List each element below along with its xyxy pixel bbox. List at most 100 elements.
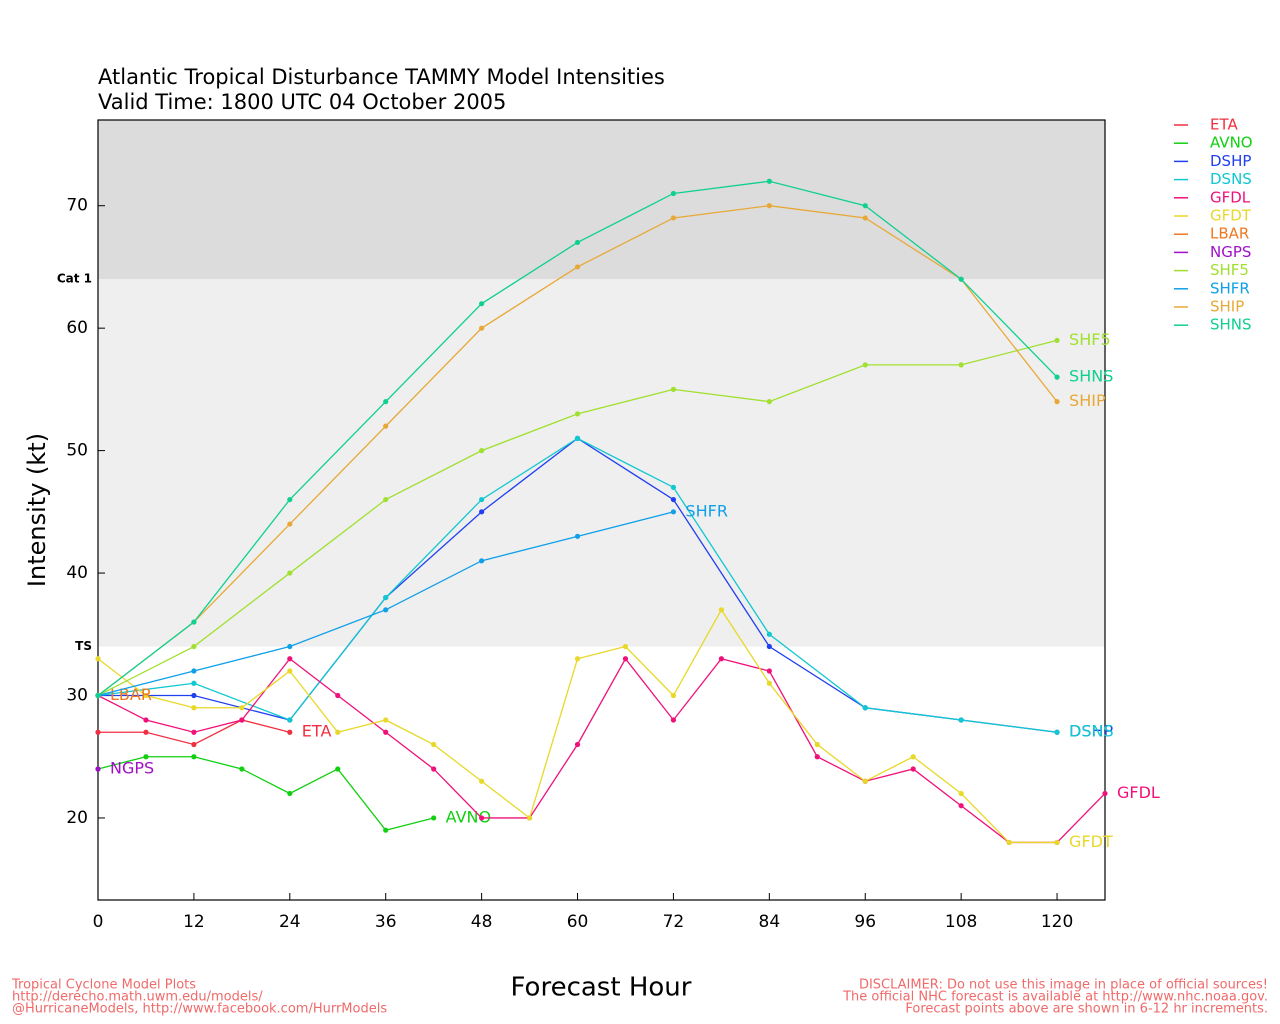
data-point — [287, 729, 293, 735]
data-point — [862, 362, 868, 368]
data-point — [479, 448, 485, 454]
chart-title: Atlantic Tropical Disturbance TAMMY Mode… — [98, 65, 665, 89]
data-point — [191, 729, 197, 735]
data-point — [862, 705, 868, 711]
data-point — [383, 399, 389, 405]
legend-label: DSNS — [1210, 170, 1252, 188]
data-point — [143, 754, 149, 760]
data-point — [239, 705, 245, 711]
series-end-label: NGPS — [110, 758, 154, 777]
band-label: Cat 1 — [57, 272, 92, 286]
data-point — [862, 203, 868, 209]
data-point — [383, 594, 389, 601]
data-point — [287, 521, 293, 527]
series-end-label: SHNS — [1069, 367, 1113, 386]
data-point — [766, 631, 772, 637]
data-point — [958, 362, 964, 368]
series-end-label: SHIP — [1069, 391, 1106, 410]
data-point — [1054, 399, 1060, 405]
data-point — [287, 668, 293, 674]
data-point — [622, 656, 629, 662]
data-point — [479, 815, 485, 821]
data-point — [766, 643, 772, 650]
data-point — [574, 411, 581, 417]
data-point — [431, 815, 437, 821]
plot-frame — [97, 119, 1106, 901]
data-point — [383, 607, 389, 613]
series-end-label: SHFR — [685, 501, 728, 520]
data-point — [958, 717, 964, 723]
data-point — [766, 680, 772, 686]
data-point — [766, 203, 772, 209]
data-point — [862, 215, 868, 221]
data-point — [335, 692, 341, 699]
data-point — [1054, 337, 1060, 344]
data-point — [766, 178, 772, 184]
series-end-label: DSHP — [1069, 722, 1114, 741]
data-point — [1054, 729, 1060, 735]
data-point — [670, 717, 677, 723]
x-tick-label: 48 — [471, 912, 493, 932]
series-end-label: AVNO — [446, 807, 491, 826]
data-point — [95, 729, 101, 735]
series-line — [97, 657, 1106, 844]
data-point — [958, 790, 964, 797]
data-point — [670, 509, 677, 515]
data-point — [191, 680, 197, 686]
data-point — [479, 301, 485, 307]
data-point — [574, 656, 581, 662]
data-point — [479, 496, 485, 503]
data-point — [431, 741, 437, 748]
data-point — [526, 815, 533, 821]
data-point — [95, 692, 101, 699]
y-tick-label: 50 — [66, 441, 88, 461]
data-point — [814, 754, 820, 760]
footer-disclaimer: The official NHC forecast is available a… — [842, 990, 1268, 1005]
data-point — [239, 766, 245, 772]
data-point — [191, 619, 197, 625]
data-point — [383, 496, 389, 503]
y-tick-label: 20 — [66, 808, 88, 828]
data-point — [670, 484, 677, 490]
legend-label: SHIP — [1210, 298, 1244, 316]
data-point — [479, 778, 485, 784]
x-tick-label: 120 — [1041, 912, 1073, 932]
x-tick-label: 72 — [663, 912, 685, 932]
data-point — [910, 754, 916, 760]
data-point — [95, 766, 101, 772]
x-tick-label: 0 — [93, 912, 104, 932]
data-point — [1054, 839, 1060, 846]
legend-label: SHF5 — [1210, 261, 1249, 279]
data-point — [191, 692, 197, 699]
data-point — [862, 778, 868, 784]
band-label: TS — [75, 639, 92, 653]
data-point — [335, 729, 341, 735]
legend-label: LBAR — [1210, 225, 1249, 243]
legend-label: DSHP — [1210, 152, 1251, 170]
intensity-band — [98, 120, 1105, 280]
data-point — [239, 717, 245, 723]
data-point — [383, 717, 389, 723]
data-point — [143, 729, 149, 735]
data-point — [574, 533, 581, 539]
data-point — [670, 215, 677, 221]
data-point — [1006, 839, 1012, 846]
legend-label: GFDT — [1210, 207, 1252, 225]
data-point — [143, 717, 149, 723]
data-point — [766, 399, 772, 405]
y-tick-label: 60 — [66, 318, 88, 338]
x-tick-label: 84 — [759, 912, 781, 932]
intensity-band — [98, 279, 1105, 647]
data-point — [191, 741, 197, 748]
data-point — [431, 766, 437, 772]
x-tick-label: 24 — [279, 912, 301, 932]
data-point — [191, 705, 197, 711]
series-line — [97, 756, 434, 831]
data-point — [670, 386, 677, 392]
data-point — [383, 729, 389, 735]
data-point — [1102, 790, 1108, 797]
data-point — [670, 496, 677, 503]
data-point — [670, 692, 677, 699]
data-point — [958, 276, 964, 282]
